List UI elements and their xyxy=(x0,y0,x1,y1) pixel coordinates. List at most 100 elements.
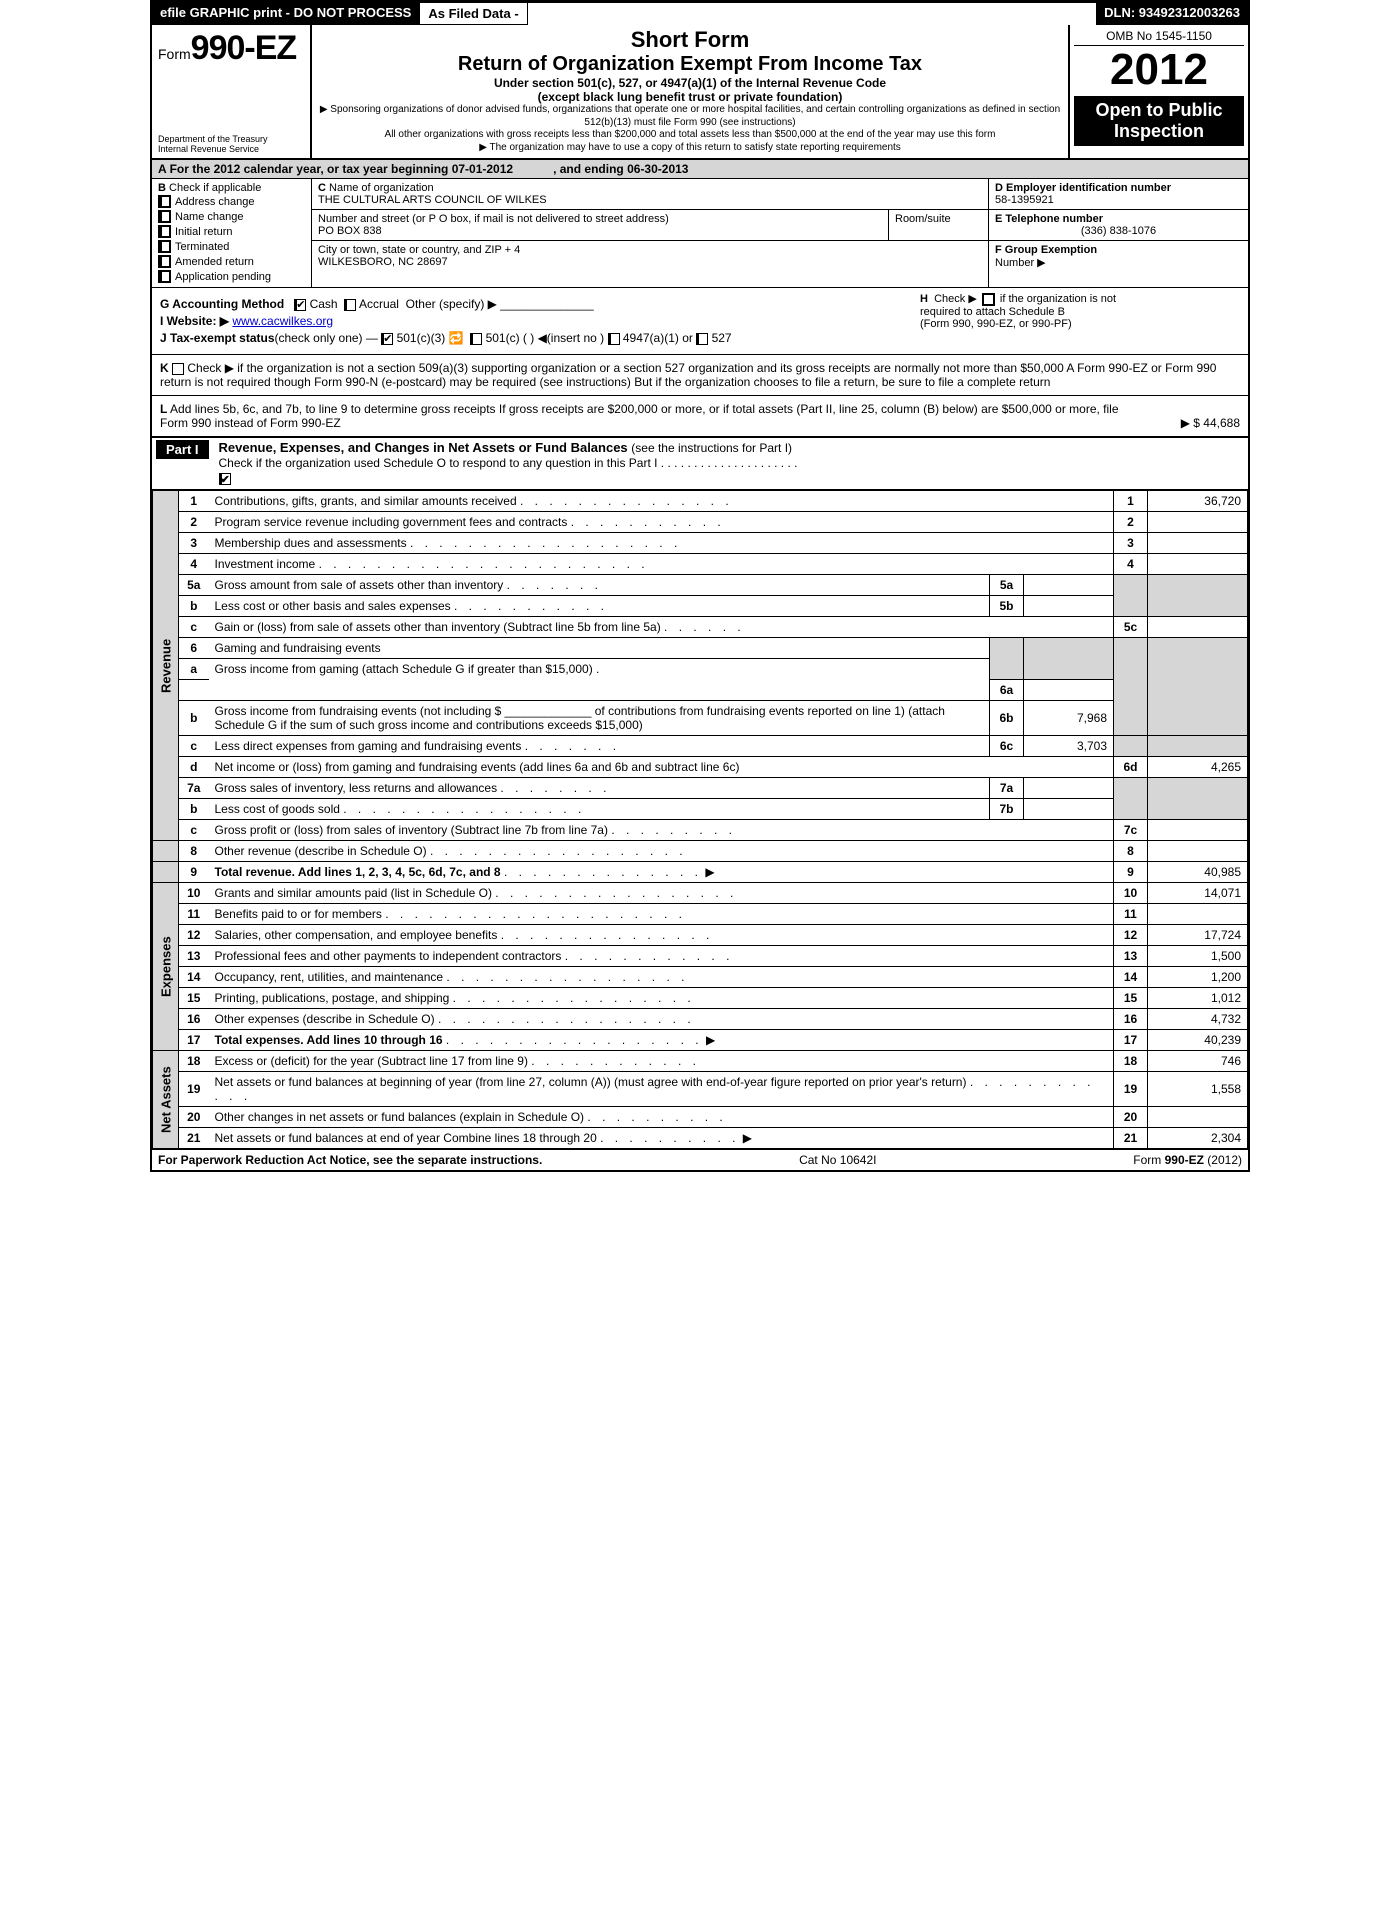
room-suite: Room/suite xyxy=(888,210,988,240)
line-val: 1,558 xyxy=(1148,1072,1248,1107)
line-desc: Excess or (deficit) for the year (Subtra… xyxy=(209,1051,1114,1072)
line-desc: Printing, publications, postage, and shi… xyxy=(209,988,1114,1009)
line-num: 14 xyxy=(179,967,209,988)
line-num: 21 xyxy=(179,1128,209,1149)
table-row: c Gross profit or (loss) from sales of i… xyxy=(153,820,1248,841)
table-row: 7a Gross sales of inventory, less return… xyxy=(153,778,1248,799)
table-row: b Gross income from fundraising events (… xyxy=(153,701,1248,736)
line-ref: 1 xyxy=(1114,491,1148,512)
line-ref: 14 xyxy=(1114,967,1148,988)
website-link[interactable]: www.cacwilkes.org xyxy=(232,314,333,328)
table-row: 8 Other revenue (describe in Schedule O)… xyxy=(153,841,1248,862)
line-val xyxy=(1148,841,1248,862)
line-desc: Investment income . . . . . . . . . . . … xyxy=(209,554,1114,575)
subtitle1: Under section 501(c), 527, or 4947(a)(1)… xyxy=(318,76,1062,90)
line-ref: 9 xyxy=(1114,862,1148,883)
table-row: 21 Net assets or fund balances at end of… xyxy=(153,1128,1248,1149)
line-desc: Other changes in net assets or fund bala… xyxy=(209,1107,1114,1128)
checkbox-527[interactable] xyxy=(696,333,708,345)
line-val: 4,265 xyxy=(1148,757,1248,778)
line-val: 1,012 xyxy=(1148,988,1248,1009)
shaded-cell xyxy=(1114,778,1148,820)
line-val: 40,985 xyxy=(1148,862,1248,883)
l-label: L xyxy=(160,402,167,416)
table-row: 17 Total expenses. Add lines 10 through … xyxy=(153,1030,1248,1051)
checkbox-4947[interactable] xyxy=(608,333,620,345)
line-ref: 13 xyxy=(1114,946,1148,967)
line-val: 14,071 xyxy=(1148,883,1248,904)
line-val xyxy=(1148,512,1248,533)
dept-block: Department of the Treasury Internal Reve… xyxy=(158,134,304,154)
j-label: J Tax-exempt status xyxy=(160,331,275,345)
table-row: 12 Salaries, other compensation, and emp… xyxy=(153,925,1248,946)
table-row: d Net income or (loss) from gaming and f… xyxy=(153,757,1248,778)
line-desc: Gross sales of inventory, less returns a… xyxy=(209,778,990,799)
sub-ref: 7a xyxy=(990,778,1024,799)
line-desc: Occupancy, rent, utilities, and maintena… xyxy=(209,967,1114,988)
chk-label: Application pending xyxy=(175,271,271,283)
sub-ref: 6a xyxy=(990,680,1024,701)
chk-label: Address change xyxy=(175,196,255,208)
h-text1: Check ▶ xyxy=(934,293,977,305)
line-ref: 17 xyxy=(1114,1030,1148,1051)
checkbox-icon[interactable] xyxy=(982,293,995,306)
chk-address-change[interactable]: Address change xyxy=(158,194,305,209)
checkbox-icon[interactable] xyxy=(172,363,184,375)
line-desc: Membership dues and assessments . . . . … xyxy=(209,533,1114,554)
line-val: 17,724 xyxy=(1148,925,1248,946)
line-desc: Net income or (loss) from gaming and fun… xyxy=(209,757,1114,778)
line-num: 7a xyxy=(179,778,209,799)
checkbox-501c[interactable] xyxy=(470,333,482,345)
cal-year-ending: , and ending 06-30-2013 xyxy=(553,162,688,176)
line-ref: 18 xyxy=(1114,1051,1148,1072)
sub-ref: 6c xyxy=(990,736,1024,757)
chk-label: Terminated xyxy=(175,241,229,253)
checkbox-schedule-o[interactable] xyxy=(219,473,231,485)
checkbox-accrual[interactable] xyxy=(344,299,356,311)
form-prefix: Form xyxy=(158,46,191,62)
line-num: a xyxy=(179,659,209,680)
chk-amended[interactable]: Amended return xyxy=(158,254,305,269)
chk-app-pending[interactable]: Application pending xyxy=(158,269,305,284)
row-j: J Tax-exempt status(check only one) — 50… xyxy=(160,331,1240,345)
shaded-cell xyxy=(1114,638,1148,736)
chk-name-change[interactable]: Name change xyxy=(158,209,305,224)
shaded-cell xyxy=(1148,736,1248,757)
ein-value: 58-1395921 xyxy=(995,194,1054,206)
line-num: 12 xyxy=(179,925,209,946)
dept-treasury: Department of the Treasury xyxy=(158,134,304,144)
note2: All other organizations with gross recei… xyxy=(318,129,1062,142)
entity-block: B Check if applicable Address change Nam… xyxy=(152,179,1248,288)
line-desc: Other revenue (describe in Schedule O) .… xyxy=(209,841,1114,862)
k-label: K xyxy=(160,361,169,375)
line-desc: Grants and similar amounts paid (list in… xyxy=(209,883,1114,904)
blank-cell xyxy=(179,680,209,701)
line-desc: Gross amount from sale of assets other t… xyxy=(209,575,990,596)
line-val xyxy=(1148,1107,1248,1128)
topbar: efile GRAPHIC print - DO NOT PROCESS As … xyxy=(152,2,1248,25)
chk-label: Name change xyxy=(175,211,244,223)
part1-header: Part I Revenue, Expenses, and Changes in… xyxy=(152,438,1248,490)
f-label: F Group Exemption xyxy=(995,244,1097,256)
chk-terminated[interactable]: Terminated xyxy=(158,239,305,254)
part1-title-block: Revenue, Expenses, and Changes in Net As… xyxy=(219,440,798,485)
line-num: b xyxy=(179,799,209,820)
checkbox-501c3[interactable] xyxy=(381,333,393,345)
g-cash: Cash xyxy=(310,297,338,311)
line-num: c xyxy=(179,820,209,841)
checkbox-cash[interactable] xyxy=(294,299,306,311)
sub-val xyxy=(1024,596,1114,617)
line-ref: 8 xyxy=(1114,841,1148,862)
line-num: 17 xyxy=(179,1030,209,1051)
line-num: 8 xyxy=(179,841,209,862)
line-num: c xyxy=(179,617,209,638)
line-num: c xyxy=(179,736,209,757)
sub-val xyxy=(1024,575,1114,596)
street-label: Number and street (or P O box, if mail i… xyxy=(318,213,669,225)
line-ref: 11 xyxy=(1114,904,1148,925)
row-k: K Check ▶ if the organization is not a s… xyxy=(152,355,1248,396)
shaded-cell xyxy=(1024,638,1114,680)
label-a: A xyxy=(158,162,166,176)
chk-initial-return[interactable]: Initial return xyxy=(158,224,305,239)
part1-note: (see the instructions for Part I) xyxy=(631,441,792,455)
